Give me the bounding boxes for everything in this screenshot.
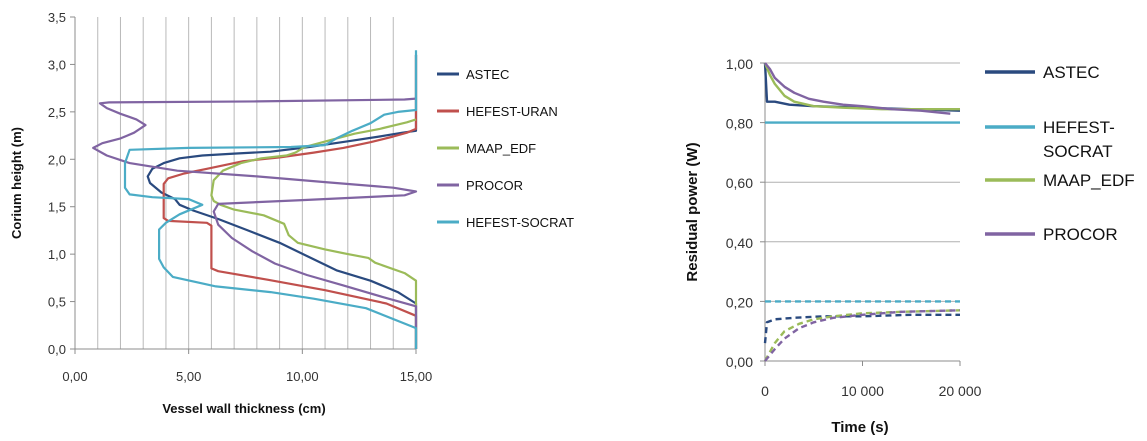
y-tick-label: 1,5: [48, 200, 66, 215]
x-tick-label: 20 000: [939, 383, 982, 399]
x-tick-label: 0: [761, 383, 769, 399]
y-axis-title: Corium height (m): [9, 127, 24, 239]
corium-height-chart: 0,0 0,5 1,0 1,5 2,0 2,5 3,0 3,5 0,00 5,00 10,00 15,…: [9, 10, 574, 416]
x-tick-label: 10 000: [841, 383, 884, 399]
series-line-maap-edf: [763, 62, 960, 111]
legend-label-procor: PROCOR: [466, 178, 523, 193]
y-tick-label: 0,60: [726, 175, 753, 191]
series-line-dashed-6: [763, 309, 961, 362]
legend-label-procor: PROCOR: [1043, 225, 1118, 244]
y-tick-label: 0,0: [48, 342, 66, 357]
series-line-procor: [764, 62, 951, 115]
y-tick-label: 1,00: [726, 56, 753, 72]
series-line-astec: [763, 62, 961, 112]
y-tick-label: 0,00: [726, 354, 753, 370]
legend-label-hefest-socrat: HEFEST- SOCRAT: [1043, 118, 1115, 161]
legend-label-line: SOCRAT: [1043, 142, 1113, 161]
y-tick-label: 1,0: [48, 247, 66, 262]
series-line-astec: [146, 54, 418, 349]
series-line-hefest-socrat: [123, 50, 418, 349]
y-tick-label: 0,5: [48, 295, 66, 310]
series-line-maap-edf: [210, 118, 418, 349]
x-tick-label: 0,00: [62, 369, 87, 384]
x-axis-title: Vessel wall thickness (cm): [162, 401, 325, 416]
x-axis-title: Time (s): [831, 419, 888, 436]
x-tick-label: 10,00: [286, 369, 319, 384]
y-tick-label: 0,80: [726, 116, 753, 132]
legend-label-maap-edf: MAAP_EDF: [1043, 171, 1135, 190]
y-tick-label: 2,5: [48, 105, 66, 120]
x-tick-label: 5,00: [176, 369, 201, 384]
legend-label-line: HEFEST-: [1043, 118, 1115, 137]
y-tick-label: 0,40: [726, 235, 753, 251]
x-tick-label: 15,00: [400, 369, 433, 384]
y-tick-label: 3,5: [48, 10, 66, 25]
series-line-dashed-7: [764, 309, 961, 362]
y-tick-label: 0,20: [726, 294, 753, 310]
legend-label-hefest-uran: HEFEST-URAN: [466, 104, 558, 119]
legend-label-maap-edf: MAAP_EDF: [466, 141, 536, 156]
legend-label-astec: ASTEC: [466, 67, 509, 82]
series-line-hefest-uran: [162, 54, 418, 349]
series-line-procor: [92, 97, 418, 349]
legend-label-hefest-socrat: HEFEST-SOCRAT: [466, 215, 574, 230]
legend-label-astec: ASTEC: [1043, 63, 1100, 82]
y-tick-label: 3,0: [48, 57, 66, 72]
residual-power-chart: 0,00 0,20 0,40 0,60 0,80 1,00 0 10 000 20 000 Tim…: [684, 56, 1135, 436]
y-axis-title: Residual power (W): [684, 142, 701, 281]
y-tick-label: 2,0: [48, 152, 66, 167]
series-line-dashed-4: [763, 313, 960, 344]
